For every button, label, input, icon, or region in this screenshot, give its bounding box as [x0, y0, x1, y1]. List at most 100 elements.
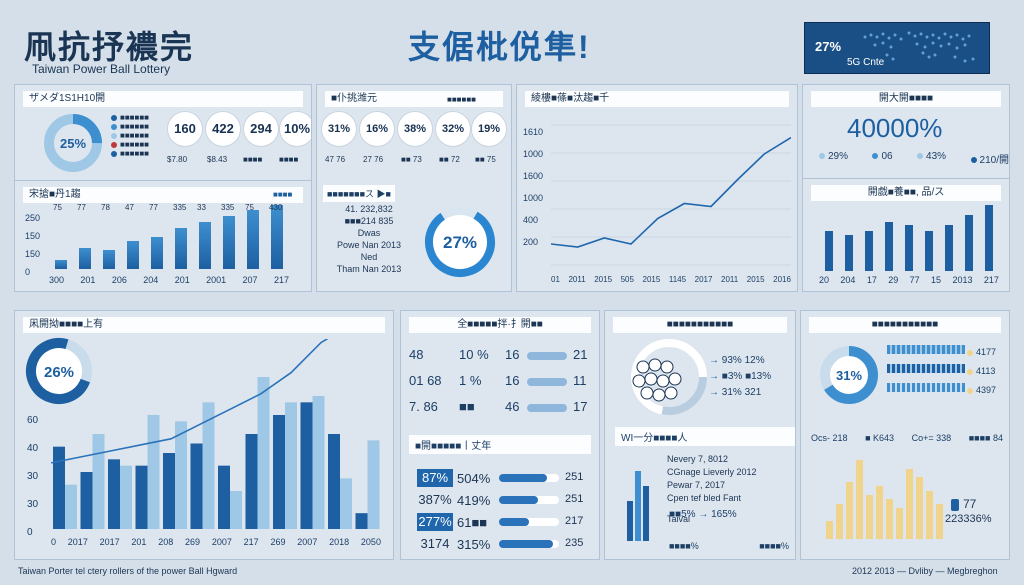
stat-circle[interactable]: 32%	[435, 111, 471, 147]
panel-title: 凩開拗■■■■上有	[23, 317, 385, 333]
stat-circle[interactable]: 19%	[471, 111, 507, 147]
stat-circle[interactable]: 160	[167, 111, 203, 147]
number-row[interactable]: 01 68 1 % 16 11	[409, 371, 595, 393]
bar[interactable]	[55, 260, 67, 269]
panel-title: 綾樓■蓧■汰趨■千	[525, 91, 789, 107]
bar[interactable]	[945, 224, 953, 271]
progress-row[interactable]: 3174 315% 235	[417, 535, 593, 553]
info-list: Nevery 7, 8012 CGnage Lieverly 2012 Pewa…	[667, 453, 757, 526]
bar[interactable]	[925, 231, 933, 271]
bar[interactable]	[965, 214, 973, 271]
donut-chart: 25%	[44, 114, 102, 172]
bar[interactable]	[825, 231, 833, 271]
legend-item: ■■■■■■	[120, 122, 149, 131]
footer-left: Taiwan Porter tel ctery rollers of the p…	[18, 566, 238, 576]
row-b: 1 %	[459, 373, 482, 388]
x-tick: 208	[158, 537, 174, 547]
bar[interactable]	[896, 508, 903, 539]
chip[interactable]: 06	[872, 151, 893, 166]
bar-light	[202, 402, 215, 529]
bar[interactable]	[936, 503, 943, 539]
bar[interactable]	[127, 241, 139, 269]
axis-x-labels: 300 201 206 204 201 2001 207 217	[49, 275, 289, 285]
center-title: 支倨枇侻隼!	[408, 29, 591, 65]
progress-row[interactable]: 387% 419% 251	[417, 491, 593, 509]
stat-circle[interactable]: 38%	[397, 111, 433, 147]
bar[interactable]	[905, 224, 913, 271]
y-tick: 40	[27, 443, 39, 454]
progress-row[interactable]: 277% 61■■ 217	[417, 513, 593, 531]
chip[interactable]: 210/開	[970, 151, 1009, 166]
legend-text: ■■■■	[273, 190, 293, 199]
lottery-balls-icon	[631, 339, 707, 415]
bar[interactable]	[865, 231, 873, 271]
bar-dark	[135, 465, 148, 529]
row-c: 16	[505, 373, 520, 388]
bar-label: 33	[197, 203, 206, 212]
bar-dark	[190, 443, 203, 529]
bar[interactable]	[866, 495, 873, 539]
panel-title: ザメダ1S1H10開	[23, 91, 303, 107]
y-tick: 1600	[523, 171, 544, 181]
footer-row: ■■■■% ■■■■%	[669, 541, 789, 551]
bar-label: 335	[221, 203, 235, 212]
x-tick: 269	[185, 537, 201, 547]
line-chart	[551, 124, 791, 266]
bar[interactable]	[926, 490, 933, 539]
bar[interactable]	[79, 247, 91, 269]
bar[interactable]	[906, 468, 913, 539]
stat-circle[interactable]: 422	[205, 111, 241, 147]
stat-circle[interactable]: 16%	[359, 111, 395, 147]
val: 504%	[457, 471, 491, 486]
row-d: 11	[573, 373, 587, 388]
bar[interactable]	[151, 237, 163, 269]
bar[interactable]	[876, 486, 883, 539]
list-item: Powe Nan 2013	[336, 240, 402, 250]
number-row[interactable]: 7. 86 ■■ 46 17	[409, 397, 595, 419]
bar[interactable]	[886, 499, 893, 539]
bar[interactable]	[271, 205, 283, 269]
number-row[interactable]: 48 10 % 16 21	[409, 345, 595, 367]
axis-x-labels: 01 2011 2015 505 2015 1145 2017 2011 2015 2016	[551, 275, 791, 284]
stat-circle[interactable]: 294	[243, 111, 279, 147]
bar-label: 335	[173, 203, 187, 212]
x-tick: 2017	[67, 537, 88, 547]
x-tick: 2015	[746, 275, 765, 284]
pct-arrow: ■■5% → 165%	[669, 509, 737, 520]
list-title: ■■■■■■■ス ▶■	[323, 185, 395, 202]
val: 61■■	[457, 515, 488, 530]
bar[interactable]	[985, 205, 993, 271]
bar[interactable]	[103, 249, 115, 269]
progress-list: 87% 504% 251 387% 419% 251 277% 61■■ 217 3174 315%…	[417, 469, 593, 557]
number-rows: 48 10 % 16 21 01 68 1 % 16 11 7. 86 ■■ 46 17	[409, 345, 595, 423]
bar[interactable]	[856, 459, 863, 539]
bar[interactable]	[845, 234, 853, 271]
bar[interactable]	[846, 481, 853, 539]
map-badge-pct: 27%	[815, 39, 842, 54]
panel-percent-stats: ■仆挑潍元 ■■■■■■ 31% 16% 38% 32% 19% 47 76 2…	[316, 84, 512, 292]
bar[interactable]	[826, 521, 833, 539]
panel-title: 開大開■■■■	[811, 91, 1001, 107]
bar[interactable]	[199, 222, 211, 269]
row-track	[527, 404, 567, 412]
bar-dark	[300, 402, 313, 529]
bar[interactable]	[885, 221, 893, 271]
pct: 277%	[417, 513, 453, 531]
bar[interactable]	[247, 210, 259, 269]
chip[interactable]: 43%	[917, 151, 946, 166]
chip[interactable]: 29%	[819, 151, 848, 166]
bar[interactable]	[175, 228, 187, 269]
world-map-badge[interactable]: 27% 5G Cnte	[804, 22, 990, 74]
bar[interactable]	[916, 477, 923, 539]
footer-right: 2012 2013 — Dvliby — Megbreghon	[852, 566, 998, 576]
row-b: ■■	[459, 399, 475, 414]
stat-circle[interactable]: 10%	[279, 111, 311, 147]
stat-circle[interactable]: 31%	[321, 111, 357, 147]
big-value: 40000%	[847, 113, 943, 143]
donut-chart: 26%	[26, 338, 92, 404]
bar[interactable]	[836, 503, 843, 539]
legend: ■■■■■■ ■■■■■■ ■■■■■■ ■■■■■■ ■■■■■■	[111, 113, 149, 158]
y-tick: 30	[27, 499, 39, 510]
bar[interactable]	[223, 215, 235, 269]
progress-row[interactable]: 87% 504% 251	[417, 469, 593, 487]
